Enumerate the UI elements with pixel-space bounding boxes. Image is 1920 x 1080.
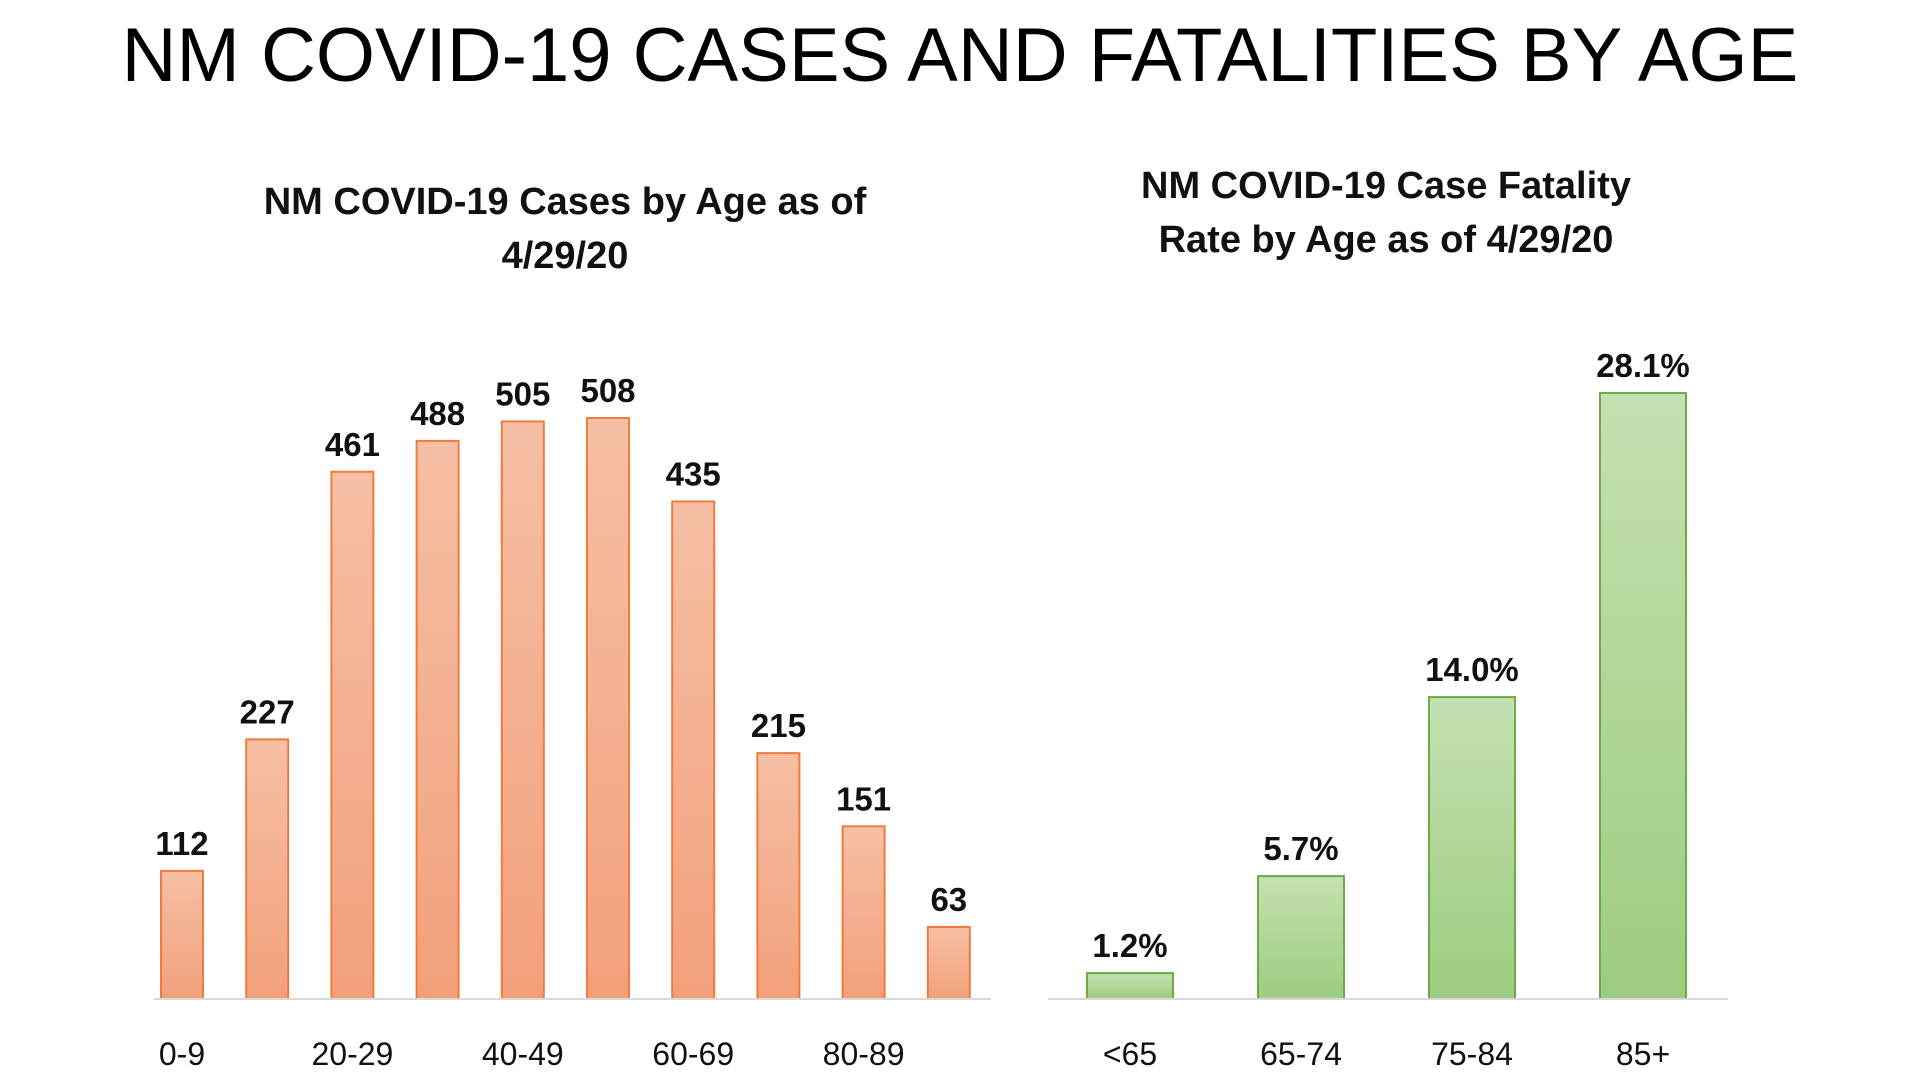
cases-bar-40-49	[500, 420, 545, 1000]
fatality-tick-label: 75-84	[1431, 1036, 1513, 1072]
cases-bar-10-19	[245, 738, 290, 1001]
cases-bar-50-59	[586, 417, 630, 1000]
fatality-data-label: 5.7%	[1263, 830, 1338, 867]
cases-bar-30-39	[415, 439, 460, 1000]
cases-bar-80-89	[841, 825, 886, 1001]
cases-data-label: 488	[410, 395, 465, 432]
fatality-data-label: 14.0%	[1425, 651, 1519, 688]
cases-bar-70-79	[756, 752, 801, 1000]
fatality-bar-75-84	[1428, 696, 1516, 1001]
cases-data-label: 435	[666, 455, 721, 492]
cases-by-age-chart: NM COVID-19 Cases by Age as of 4/29/20 1…	[154, 181, 991, 1072]
cases-tick-label: 40-49	[482, 1036, 564, 1072]
cases-data-label: 505	[495, 375, 550, 412]
cases-data-label: 215	[751, 707, 806, 744]
cases-data-label: 461	[325, 426, 380, 463]
cases-data-label: 151	[836, 780, 891, 817]
cases-chart-title-line-2: 4/29/20	[502, 235, 629, 277]
fatality-bar-85+	[1599, 392, 1687, 1000]
cases-tick-label: 0-9	[159, 1036, 205, 1072]
cases-bar-20-29	[330, 470, 375, 1000]
cases-data-label: 112	[155, 825, 208, 862]
fatality-data-label: 1.2%	[1092, 927, 1167, 964]
fatality-tick-label: <65	[1103, 1036, 1157, 1072]
cases-bar-60-69	[671, 500, 716, 1000]
fatality-data-label: 28.1%	[1596, 347, 1690, 384]
cases-data-label: 227	[240, 693, 295, 730]
fatality-chart-title-line-1: NM COVID-19 Case Fatality	[1141, 165, 1631, 207]
fatality-bar-65-74	[1257, 875, 1345, 1000]
fatality-bar-<65	[1086, 972, 1174, 1000]
cases-data-label: 63	[930, 881, 967, 918]
cases-tick-label: 60-69	[652, 1036, 734, 1072]
slide-title: NM COVID-19 CASES AND FATALITIES BY AGE	[121, 12, 1799, 98]
cases-data-label: 508	[580, 372, 635, 409]
fatality-tick-label: 85+	[1616, 1036, 1670, 1072]
cases-tick-label: 20-29	[311, 1036, 393, 1072]
cases-bar-90+	[926, 925, 971, 1000]
cases-chart-title-line-1: NM COVID-19 Cases by Age as of	[264, 181, 867, 223]
cases-tick-label: 80-89	[823, 1036, 905, 1072]
fatality-tick-label: 65-74	[1260, 1036, 1342, 1072]
fatality-chart-title-line-2: Rate by Age as of 4/29/20	[1159, 219, 1614, 261]
cases-bar-0-9	[160, 869, 204, 1000]
